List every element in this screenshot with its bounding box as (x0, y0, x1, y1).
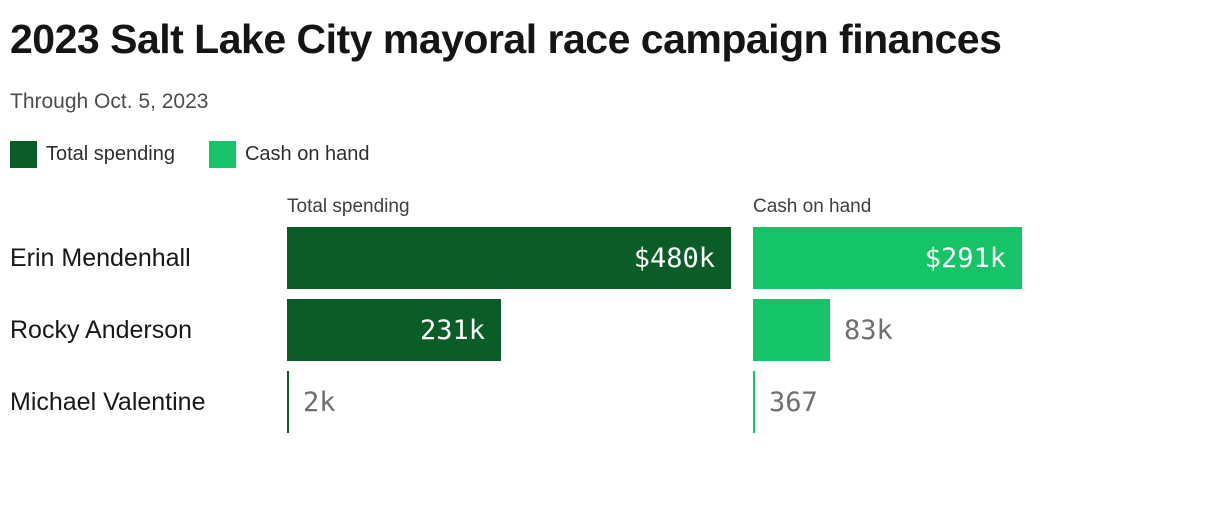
legend-label-cash-on-hand: Cash on hand (244, 143, 370, 166)
total-spending-bar: 231k (287, 299, 501, 362)
chart-subtitle: Through Oct. 5, 2023 (10, 90, 209, 114)
bar-cell: $291k (753, 227, 1210, 290)
legend: Total spending Cash on hand (10, 141, 1210, 169)
total-spending-bar (287, 371, 289, 434)
cash-on-hand-swatch-icon (208, 141, 236, 169)
column-header-cash-on-hand: Cash on hand (753, 196, 872, 218)
chart-card: 2023 Salt Lake City mayoral race campaig… (10, 16, 1210, 443)
cash-on-hand-bar (753, 299, 830, 362)
spacer (10, 196, 287, 227)
total-spending-swatch-icon (10, 141, 37, 169)
row-label-rocky-anderson: Rocky Anderson (10, 315, 193, 344)
legend-label-total-spending: Total spending (46, 143, 175, 166)
bar-value-label: 231k (419, 314, 485, 346)
bar-value-label: $480k (633, 242, 715, 274)
bar-chart: Total spending Cash on hand Erin Mendenh… (10, 196, 1210, 443)
row-label-michael-valentine: Michael Valentine (10, 387, 206, 416)
bar-cell: $480k (287, 227, 753, 290)
bar-value-label: 2k (303, 386, 336, 418)
total-spending-bar: $480k (287, 227, 731, 290)
bar-value-label: $291k (924, 242, 1006, 274)
bar-value-label: 367 (769, 386, 818, 418)
bar-cell: 2k (287, 371, 753, 434)
cash-on-hand-bar (753, 371, 755, 434)
bar-cell: 367 (753, 371, 1210, 434)
bar-value-label: 83k (844, 314, 893, 346)
legend-item-total-spending: Total spending (10, 141, 175, 169)
bar-cell: 83k (753, 299, 1210, 362)
bar-cell: 231k (287, 299, 753, 362)
chart-title: 2023 Salt Lake City mayoral race campaig… (10, 16, 1002, 62)
column-header-total-spending: Total spending (287, 196, 410, 218)
legend-item-cash-on-hand: Cash on hand (208, 141, 370, 169)
cash-on-hand-bar: $291k (753, 227, 1022, 290)
row-label-erin-mendenhall: Erin Mendenhall (10, 243, 191, 272)
